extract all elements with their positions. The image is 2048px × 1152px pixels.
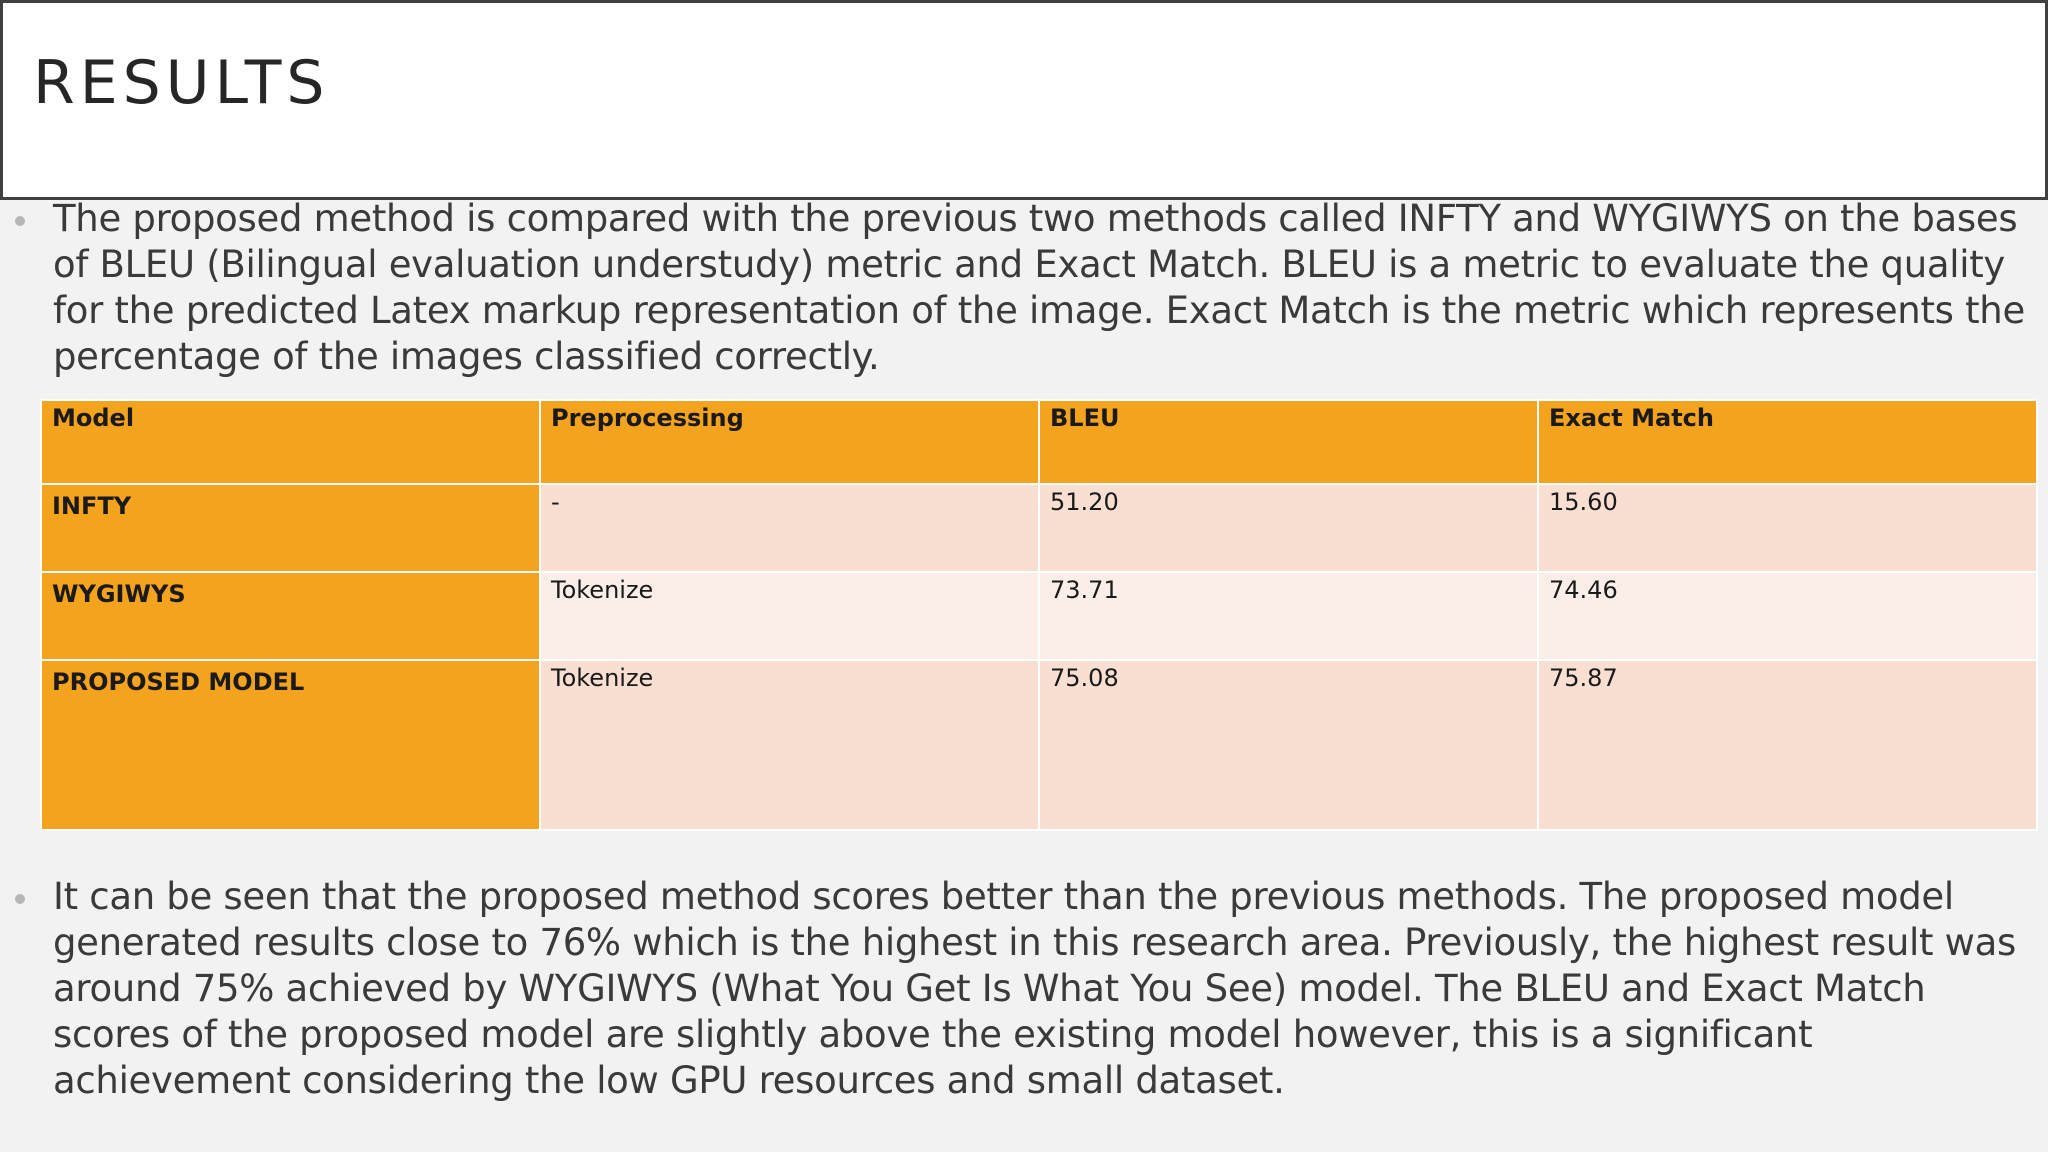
preprocessing-cell: Tokenize — [539, 571, 1040, 661]
header-bleu: BLEU — [1038, 399, 1539, 485]
bullet-icon — [15, 216, 25, 226]
model-name-cell: WYGIWYS — [40, 571, 541, 661]
table-row: INFTY - 51.20 15.60 — [40, 483, 2038, 573]
exact-match-cell: 74.46 — [1537, 571, 2038, 661]
table-row: WYGIWYS Tokenize 73.71 74.46 — [40, 571, 2038, 661]
header-exact-match: Exact Match — [1537, 399, 2038, 485]
bullet-text-1: The proposed method is compared with the… — [53, 197, 2025, 378]
model-name-cell: PROPOSED MODEL — [40, 659, 541, 831]
slide-title: RESULTS — [33, 48, 330, 118]
header-model: Model — [40, 399, 541, 485]
preprocessing-cell: Tokenize — [539, 659, 1040, 831]
bleu-cell: 51.20 — [1038, 483, 1539, 573]
bullet-text-2: It can be seen that the proposed method … — [53, 875, 2016, 1102]
table-row: PROPOSED MODEL Tokenize 75.08 75.87 — [40, 659, 2038, 831]
preprocessing-cell: - — [539, 483, 1040, 573]
exact-match-cell: 15.60 — [1537, 483, 2038, 573]
title-box: RESULTS — [0, 0, 2048, 200]
header-preprocessing: Preprocessing — [539, 399, 1040, 485]
bleu-cell: 73.71 — [1038, 571, 1539, 661]
model-name-cell: INFTY — [40, 483, 541, 573]
results-table: Model Preprocessing BLEU Exact Match INF… — [40, 399, 2038, 831]
bullet-icon — [15, 894, 25, 904]
exact-match-cell: 75.87 — [1537, 659, 2038, 831]
bleu-cell: 75.08 — [1038, 659, 1539, 831]
table-header-row: Model Preprocessing BLEU Exact Match — [40, 399, 2038, 485]
